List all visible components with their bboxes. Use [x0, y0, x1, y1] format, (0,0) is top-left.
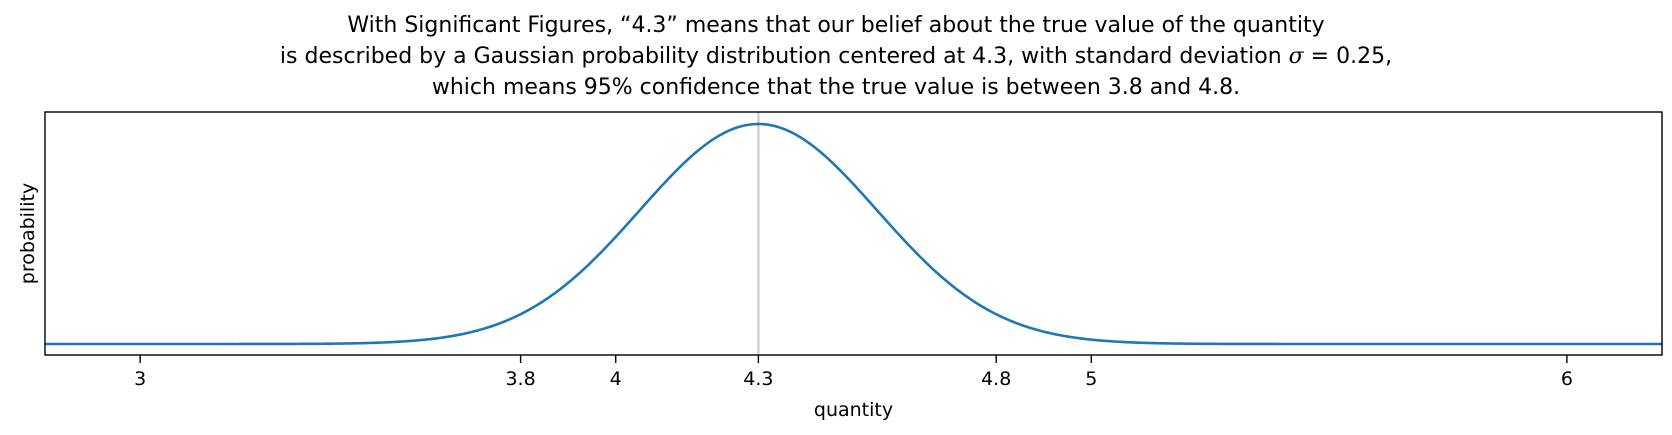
x-tick-label: 3: [134, 368, 146, 390]
x-tick-label: 5: [1085, 368, 1097, 390]
title-line-1: With Significant Figures, “4.3” means th…: [347, 13, 1325, 38]
x-tick-label: 4.8: [981, 368, 1011, 390]
plot-frame: [44, 111, 1663, 356]
chart-title: With Significant Figures, “4.3” means th…: [0, 10, 1672, 103]
title-line-2-suffix: = 0.25,: [1303, 44, 1393, 69]
sigma-symbol: σ: [1288, 44, 1304, 69]
title-line-2-prefix: is described by a Gaussian probability d…: [279, 44, 1289, 69]
x-tick-label: 6: [1561, 368, 1573, 390]
axes-layer: 3 3.8 4 4.3 4.8 5 6 quantity probability: [17, 111, 1663, 421]
plot-layer: [45, 112, 1662, 355]
title-line-2: is described by a Gaussian probability d…: [0, 41, 1672, 72]
x-tick-label: 4: [610, 368, 622, 390]
x-axis-label: quantity: [814, 399, 893, 421]
y-axis-label: probability: [17, 183, 39, 284]
gaussian-curve: [45, 122, 1662, 346]
title-line-3: which means 95% confidence that the true…: [431, 75, 1241, 100]
x-tick-label: 3.8: [505, 368, 535, 390]
x-tick-label: 4.3: [743, 368, 773, 390]
